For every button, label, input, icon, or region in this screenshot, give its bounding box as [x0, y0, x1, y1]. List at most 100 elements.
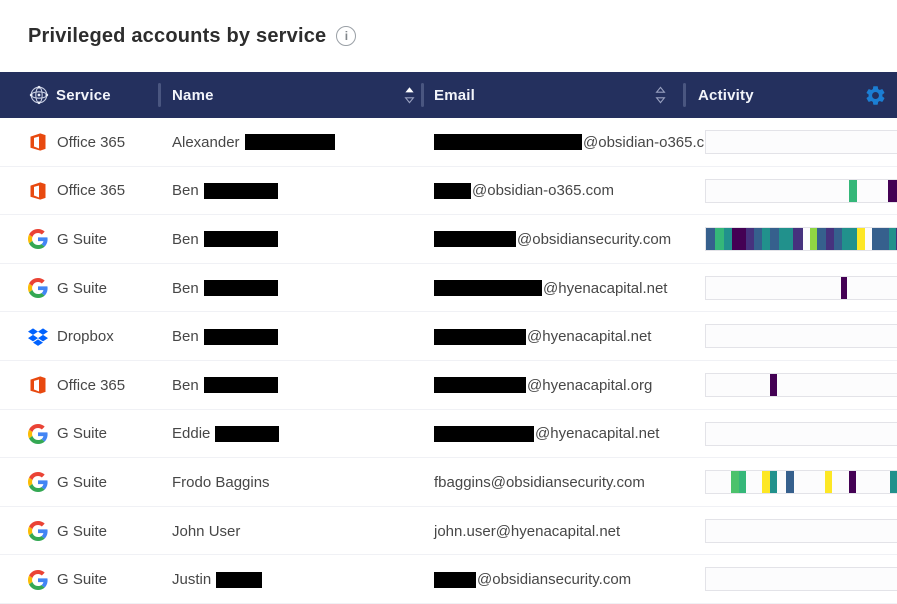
email-cell: @hyenacapital.net — [434, 264, 667, 313]
activity-bar — [880, 228, 889, 251]
activity-bar — [888, 228, 896, 251]
activity-strip — [705, 227, 897, 252]
email-text: @hyenacapital.net — [535, 425, 660, 443]
activity-bar — [840, 276, 847, 299]
office365-icon — [28, 181, 48, 201]
name-cell: Ben — [172, 264, 278, 313]
table-row[interactable]: G Suite John User john.user@hyenacapital… — [0, 506, 897, 556]
activity-bar — [732, 228, 746, 251]
activity-bar — [745, 228, 754, 251]
service-cell: G Suite — [28, 410, 107, 459]
service-cell: G Suite — [28, 507, 107, 556]
table-body: Office 365 Alexander @obsidian-o365.c...… — [0, 118, 897, 604]
service-label: G Suite — [57, 571, 108, 589]
activity-bar — [841, 228, 851, 251]
service-cell: Dropbox — [28, 312, 114, 361]
activity-strip — [705, 178, 897, 203]
name-redaction — [203, 280, 278, 297]
activity-bar — [706, 228, 716, 251]
column-header-name[interactable]: Name — [172, 86, 214, 104]
table-row[interactable]: G Suite Justin @obsidiansecurity.com — [0, 555, 897, 604]
name-cell: Frodo Baggins — [172, 458, 270, 507]
activity-bar — [731, 471, 739, 494]
name-redaction — [244, 134, 335, 151]
sort-email-icon[interactable] — [655, 72, 666, 118]
email-cell: john.user@hyenacapital.net — [434, 507, 620, 556]
activity-strip — [705, 275, 897, 300]
office365-icon — [28, 375, 48, 395]
table-row[interactable]: G Suite Ben @obsidiansecurity.com — [0, 215, 897, 264]
service-cell: G Suite — [28, 264, 107, 313]
activity-bar — [857, 228, 866, 251]
sort-name-icon[interactable] — [404, 72, 415, 118]
service-label: Office 365 — [57, 182, 126, 200]
table-row[interactable]: Dropbox Ben @hyenacapital.net — [0, 312, 897, 361]
service-cell: G Suite — [28, 555, 107, 604]
name-cell: Justin — [172, 555, 263, 604]
activity-bar — [762, 228, 771, 251]
email-redaction — [434, 328, 526, 345]
activity-bar — [849, 228, 857, 251]
name-cell: Ben — [172, 167, 278, 216]
email-text: @hyenacapital.net — [527, 328, 652, 346]
email-cell: @obsidian-o365.c... — [434, 118, 717, 167]
network-globe-icon — [28, 72, 50, 118]
column-header-activity: Activity — [698, 86, 754, 104]
name-text: Ben — [172, 279, 199, 297]
activity-strip — [705, 421, 897, 446]
activity-bar — [848, 179, 858, 202]
activity-bar — [889, 471, 897, 494]
table-row[interactable]: Office 365 Ben @hyenacapital.org — [0, 360, 897, 410]
activity-bar — [895, 228, 897, 251]
activity-bar — [810, 228, 818, 251]
service-label: G Suite — [57, 473, 108, 491]
dropbox-icon — [28, 327, 48, 347]
column-divider — [421, 83, 424, 107]
column-divider — [158, 83, 161, 107]
activity-bar — [738, 471, 746, 494]
name-text: Justin — [172, 571, 212, 589]
card-header: Privileged accounts by service i — [0, 0, 897, 72]
activity-strip — [705, 130, 897, 154]
name-cell: Alexander — [172, 118, 335, 167]
email-redaction — [434, 231, 516, 248]
service-label: Dropbox — [57, 328, 114, 346]
email-cell: @hyenacapital.org — [434, 361, 652, 410]
table-row[interactable]: Office 365 Alexander @obsidian-o365.c... — [0, 118, 897, 167]
table-row[interactable]: Office 365 Ben @obsidian-o365.com — [0, 166, 897, 216]
gsuite-icon — [28, 569, 48, 590]
gsuite-icon — [28, 472, 48, 493]
table-row[interactable]: G Suite Eddie @hyenacapital.net — [0, 409, 897, 459]
column-header-email[interactable]: Email — [434, 86, 476, 104]
email-text: @obsidian-o365.com — [472, 182, 614, 200]
email-text: john.user@hyenacapital.net — [434, 522, 621, 540]
gsuite-icon — [28, 423, 48, 444]
gsuite-icon — [28, 278, 48, 299]
name-redaction — [203, 328, 278, 345]
activity-bar — [754, 228, 763, 251]
service-label: Office 365 — [57, 376, 126, 394]
activity-bar — [770, 373, 778, 396]
service-cell: G Suite — [28, 458, 107, 507]
column-header-service[interactable]: Service — [56, 86, 111, 104]
table-header: Service Name Email Activity — [0, 72, 897, 118]
activity-bar — [762, 471, 771, 494]
email-text: @obsidian-o365.c... — [583, 133, 717, 151]
service-label: Office 365 — [57, 133, 126, 151]
name-text: John User — [172, 522, 241, 540]
info-icon[interactable]: i — [336, 26, 357, 46]
activity-strip — [705, 567, 897, 592]
email-text: fbaggins@obsidiansecurity.com — [434, 473, 645, 491]
email-text: @obsidiansecurity.com — [517, 230, 672, 248]
name-text: Ben — [172, 230, 199, 248]
table-row[interactable]: G Suite Frodo Baggins fbaggins@obsidians… — [0, 458, 897, 507]
office365-icon — [28, 132, 48, 152]
table-row[interactable]: G Suite Ben @hyenacapital.net — [0, 263, 897, 313]
email-redaction — [434, 571, 476, 588]
settings-gear-icon[interactable] — [864, 72, 887, 118]
name-redaction — [203, 182, 278, 199]
activity-bar — [778, 228, 793, 251]
activity-strip — [705, 518, 897, 543]
service-label: G Suite — [57, 522, 108, 540]
email-cell: @obsidiansecurity.com — [434, 555, 631, 604]
